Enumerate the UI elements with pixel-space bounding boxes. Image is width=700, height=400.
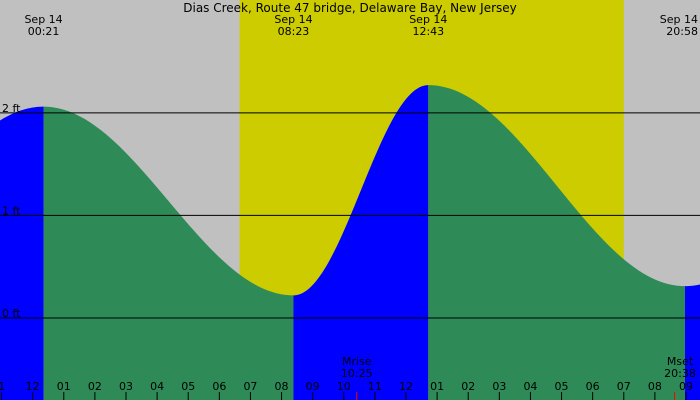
rising-tide-area bbox=[293, 85, 429, 400]
falling-tide-area bbox=[428, 85, 685, 400]
x-tick-label: 12 bbox=[399, 380, 413, 393]
extreme-date-label: Sep 14 bbox=[24, 13, 62, 26]
y-tick-label: 2 ft bbox=[2, 102, 21, 115]
rising-tide-area bbox=[0, 106, 44, 400]
x-tick-label: 09 bbox=[306, 380, 320, 393]
y-tick-label: 1 ft bbox=[2, 204, 21, 217]
x-tick-label: 03 bbox=[492, 380, 506, 393]
x-tick-label: 05 bbox=[555, 380, 569, 393]
x-tick-label: 02 bbox=[461, 380, 475, 393]
extreme-date-label: Sep 14 bbox=[660, 13, 698, 26]
x-tick-label: 08 bbox=[648, 380, 662, 393]
x-tick-label: 03 bbox=[119, 380, 133, 393]
extreme-date-label: Sep 14 bbox=[409, 13, 447, 26]
x-tick-label: 06 bbox=[212, 380, 226, 393]
chart-title: Dias Creek, Route 47 bridge, Delaware Ba… bbox=[183, 1, 517, 15]
rising-tide-area bbox=[684, 284, 700, 400]
moon-event-time: 10:25 bbox=[341, 367, 373, 380]
grid-layer bbox=[0, 112, 700, 400]
x-tick-label: 01 bbox=[430, 380, 444, 393]
moon-event-label: Mset bbox=[667, 355, 694, 368]
x-tick-label: 12 bbox=[26, 380, 40, 393]
x-tick-label: 06 bbox=[586, 380, 600, 393]
x-tick-label: 1 bbox=[0, 380, 5, 393]
x-tick-label: 07 bbox=[243, 380, 257, 393]
moon-event-time: 20:38 bbox=[664, 367, 696, 380]
label-layer: 2 ft 1 ft 0 ft 1 12 01 02 03 04 05 06 07 08 09 10 11 12 0… bbox=[0, 13, 698, 393]
x-tick-label: 10 bbox=[337, 380, 351, 393]
x-tick-label: 07 bbox=[617, 380, 631, 393]
x-tick-label: 01 bbox=[57, 380, 71, 393]
y-tick-label: 0 ft bbox=[2, 307, 21, 320]
extreme-time-label: 00:21 bbox=[28, 25, 60, 38]
extreme-date-label: Sep 14 bbox=[274, 13, 312, 26]
extreme-time-label: 12:43 bbox=[412, 25, 444, 38]
x-tick-label: 04 bbox=[523, 380, 537, 393]
falling-tide-area bbox=[43, 106, 294, 400]
extreme-time-label: 08:23 bbox=[278, 25, 310, 38]
x-tick-label: 04 bbox=[150, 380, 164, 393]
extreme-time-label: 20:58 bbox=[666, 25, 698, 38]
x-tick-label: 05 bbox=[181, 380, 195, 393]
moon-event-label: Mrise bbox=[342, 355, 372, 368]
x-tick-label: 02 bbox=[88, 380, 102, 393]
x-tick-label: 09 bbox=[679, 380, 693, 393]
x-tick-label: 08 bbox=[275, 380, 289, 393]
tide-area-layer bbox=[0, 85, 700, 400]
x-tick-label: 11 bbox=[368, 380, 382, 393]
